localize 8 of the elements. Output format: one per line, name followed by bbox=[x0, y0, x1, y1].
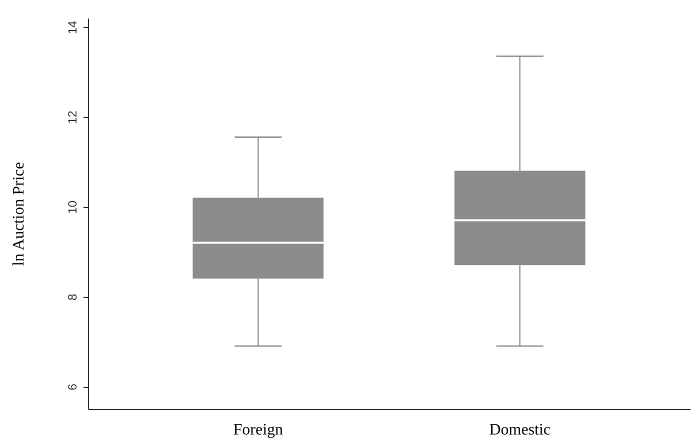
y-tick-label: 6 bbox=[66, 383, 80, 390]
y-tick-label: 14 bbox=[66, 20, 80, 34]
x-tick-label: Foreign bbox=[233, 422, 284, 438]
y-tick-label: 10 bbox=[66, 200, 80, 214]
y-axis-title: ln Auction Price bbox=[10, 162, 28, 266]
y-tick-label: 12 bbox=[66, 110, 80, 124]
x-tick-label: Domestic bbox=[489, 422, 551, 438]
y-tick-label: 8 bbox=[66, 293, 80, 300]
